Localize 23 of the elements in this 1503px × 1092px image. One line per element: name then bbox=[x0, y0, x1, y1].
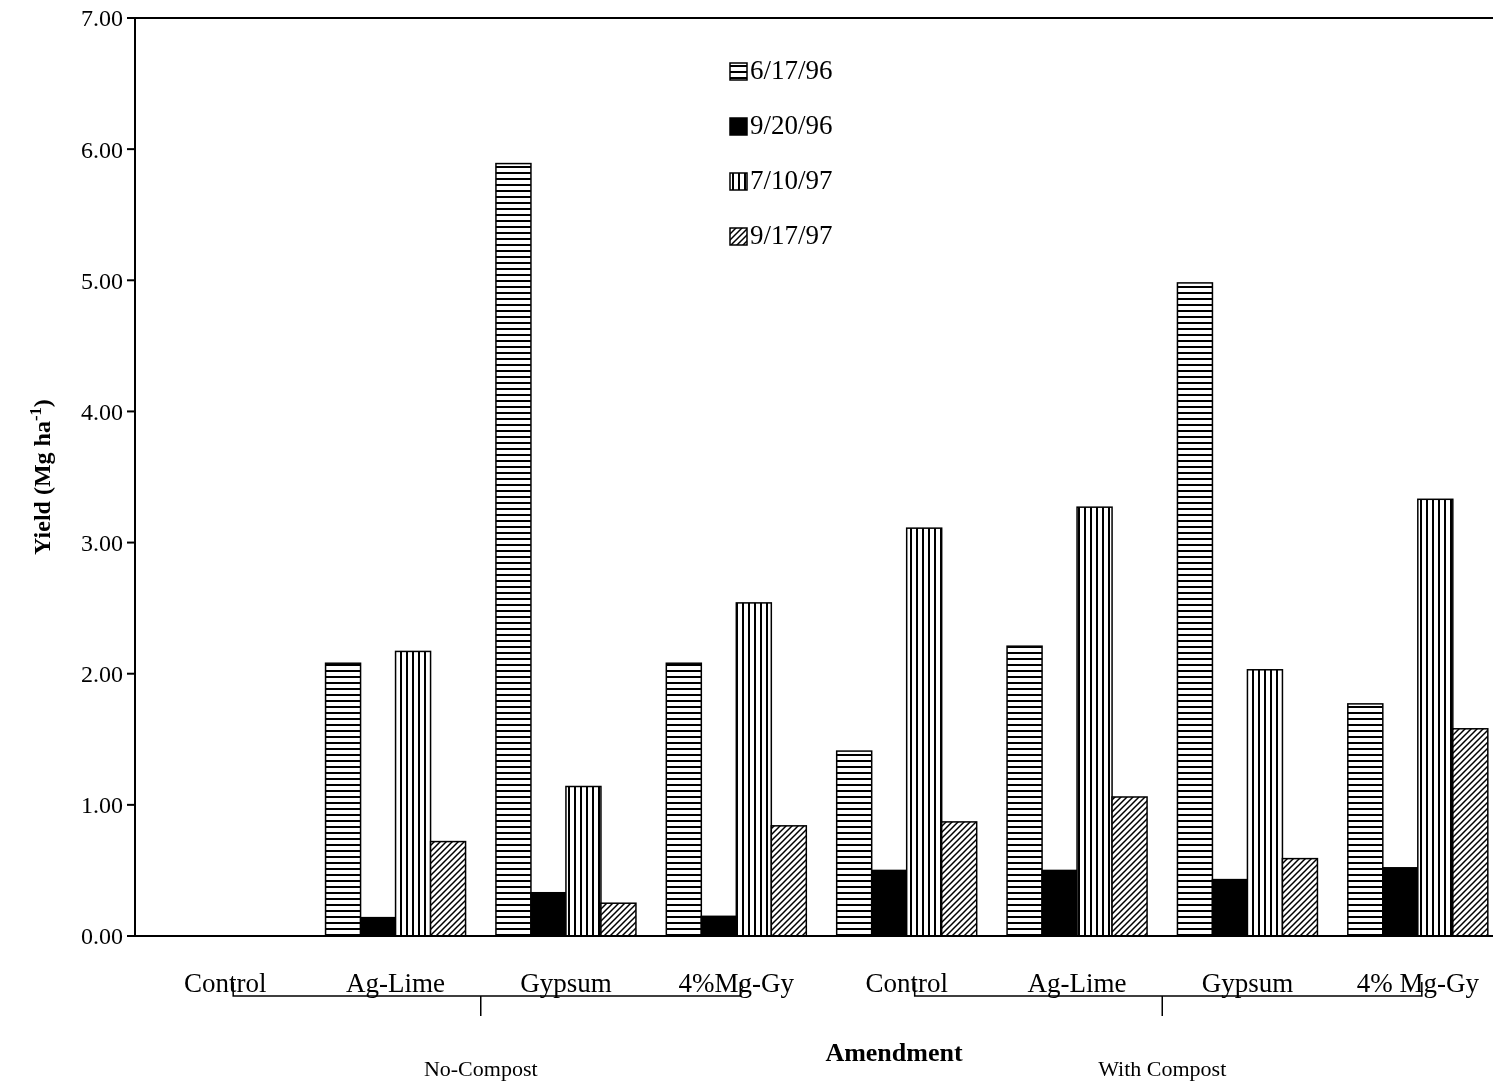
text: No-Compost bbox=[423, 1056, 538, 1081]
x-tick-label: 4%Mg-Gy bbox=[678, 968, 795, 998]
y-tick-label: 7.00 bbox=[81, 5, 123, 32]
y-tick-label: 2.00 bbox=[81, 661, 123, 688]
y-tick-label: 5.00 bbox=[81, 267, 123, 294]
x-tick-label: 4% Mg-Gy bbox=[1356, 968, 1480, 998]
x-tick-label: Control bbox=[865, 968, 948, 998]
y-tick-label: 0.00 bbox=[81, 923, 123, 950]
y-tick-label: 1.00 bbox=[81, 792, 123, 819]
x-axis-title: Amendment bbox=[825, 1038, 963, 1067]
x-tick-label: Ag-Lime bbox=[1027, 968, 1127, 998]
x-tick-label: Gypsum bbox=[1201, 968, 1294, 998]
text: With Compost bbox=[1098, 1056, 1227, 1081]
x-tick-label: Ag-Lime bbox=[346, 968, 446, 998]
y-tick-label: 6.00 bbox=[81, 136, 123, 163]
legend-label: 9/20/96 bbox=[750, 110, 833, 140]
x-tick-label: Control bbox=[183, 968, 267, 998]
legend-label: 9/17/97 bbox=[750, 220, 833, 250]
x-tick-label: Gypsum bbox=[520, 968, 612, 998]
legend-label: 7/10/97 bbox=[750, 165, 833, 195]
y-tick-label: 4.00 bbox=[81, 398, 123, 425]
y-tick-label: 3.00 bbox=[81, 529, 123, 556]
legend-label: 6/17/96 bbox=[750, 55, 833, 85]
